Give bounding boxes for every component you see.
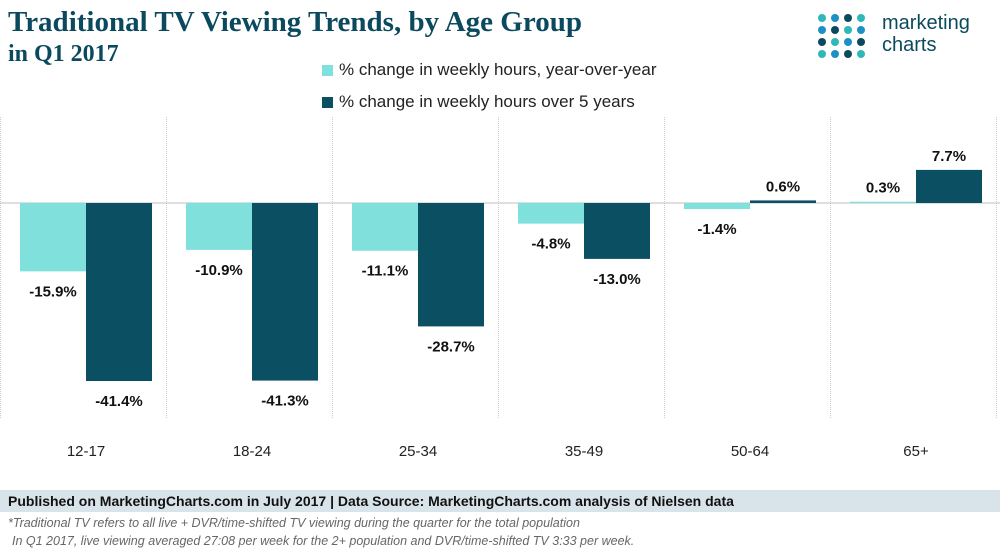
logo-dot [818,26,826,34]
logo-dot [831,14,839,22]
category-label: 12-17 [67,443,105,460]
logo-dot [857,50,865,58]
bar-chart: -15.9% -10.9% -11.1% -4.8% -1.4% 0.3% -41.4% -4… [0,117,1000,460]
bar-yoy [850,201,916,203]
logo-dot [844,38,852,46]
bar-five-year [86,203,152,382]
source-text: Published on MarketingCharts.com in July… [8,493,734,509]
logo-dot [818,38,826,46]
logo-dot [818,14,826,22]
bar-yoy [20,203,86,272]
legend-label-yoy: % change in weekly hours, year-over-year [339,60,657,79]
logo-dot [831,26,839,34]
logo-word-marketing: marketing [882,12,970,34]
bar-yoy [186,203,252,250]
footnote-definition: *Traditional TV refers to all live + DVR… [8,516,580,530]
legend-item-five-year: % change in weekly hours over 5 years [322,86,656,118]
bar-five-year [916,169,982,203]
footer-source-bar: Published on MarketingCharts.com in July… [0,490,1000,512]
logo-dots-icon [818,14,865,58]
chart-subtitle: in Q1 2017 [8,41,119,67]
data-label: -4.8% [531,236,570,253]
data-label: -15.9% [29,283,77,300]
data-label: 0.3% [866,180,900,197]
category-label: 35-49 [565,443,603,460]
logo-dot [844,14,852,22]
legend-item-yoy: % change in weekly hours, year-over-year [322,54,656,86]
logo-dot [844,50,852,58]
legend-label-five-year: % change in weekly hours over 5 years [339,92,635,111]
bar-five-year [252,203,318,381]
logo-dot [844,26,852,34]
bar-five-year [584,203,650,259]
data-label: -13.0% [593,271,641,288]
data-label: -1.4% [697,221,736,238]
data-label: -28.7% [427,338,475,355]
chart-title: Traditional TV Viewing Trends, by Age Gr… [8,6,582,38]
category-label: 25-34 [399,443,437,460]
bar-yoy [518,203,584,224]
bar-yoy [352,203,418,251]
logo-dot [857,14,865,22]
category-label: 18-24 [233,443,271,460]
legend-swatch-yoy [322,64,333,76]
data-label: -41.4% [95,393,143,410]
legend-swatch-five-year [322,96,333,108]
logo-dot [831,38,839,46]
data-label: 7.7% [932,148,966,165]
bar-yoy [684,203,750,210]
bar-five-year [750,200,816,203]
category-label: 50-64 [731,443,769,460]
data-label: -10.9% [195,262,243,279]
marketingcharts-logo: marketing charts [816,12,986,62]
footnote-viewing-averages: In Q1 2017, live viewing averaged 27:08 … [12,534,635,548]
data-label: 0.6% [766,178,800,195]
logo-dot [818,50,826,58]
data-label: -41.3% [261,393,309,410]
logo-dot [857,26,865,34]
data-label: -11.1% [362,263,409,280]
logo-word-charts: charts [882,34,937,56]
logo-dot [857,38,865,46]
chart-legend: % change in weekly hours, year-over-year… [322,54,656,118]
logo-dot [831,50,839,58]
category-label: 65+ [903,443,929,460]
bar-five-year [418,203,484,327]
